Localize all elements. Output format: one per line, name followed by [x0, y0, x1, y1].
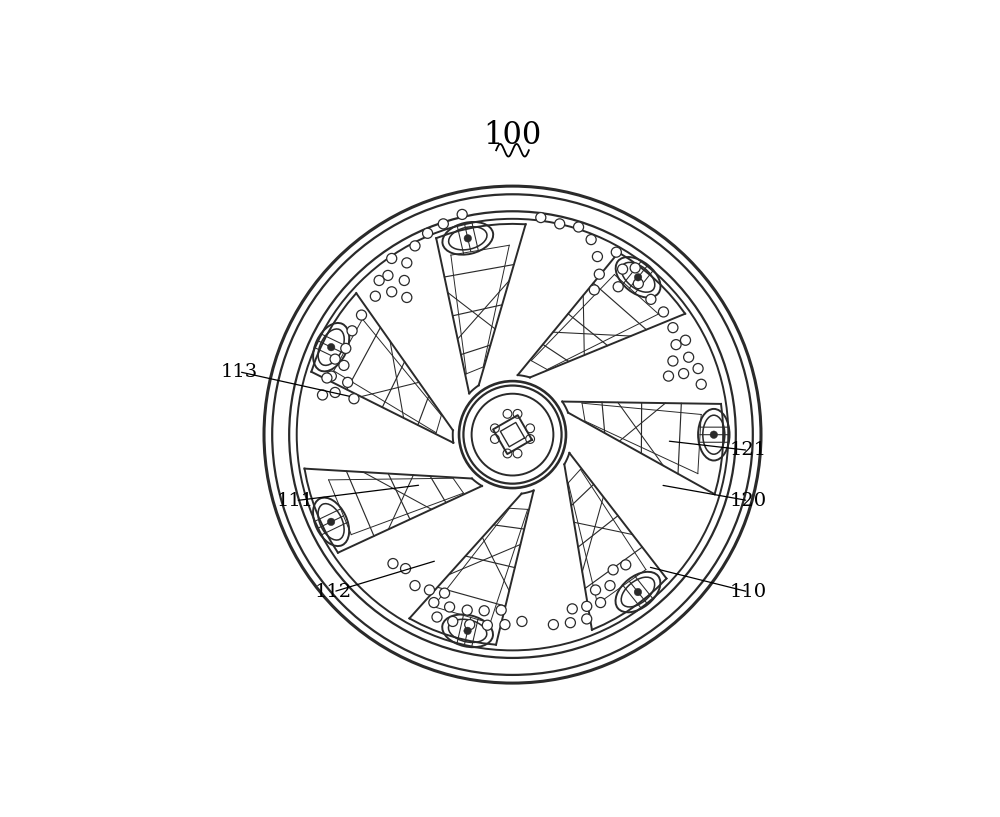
Circle shape [482, 620, 492, 630]
Circle shape [589, 285, 599, 295]
Circle shape [356, 310, 367, 320]
Text: 110: 110 [730, 583, 767, 600]
Circle shape [457, 209, 467, 220]
Circle shape [567, 604, 577, 614]
Circle shape [383, 270, 393, 280]
Circle shape [341, 343, 351, 354]
Circle shape [555, 219, 565, 229]
Circle shape [432, 612, 442, 622]
Circle shape [591, 585, 601, 595]
Circle shape [399, 275, 409, 285]
Circle shape [684, 352, 694, 362]
Circle shape [387, 253, 397, 264]
Circle shape [646, 294, 656, 305]
Circle shape [387, 287, 397, 297]
Circle shape [613, 282, 623, 292]
Text: 121: 121 [730, 441, 767, 459]
Circle shape [680, 335, 691, 346]
Circle shape [611, 247, 621, 257]
Circle shape [526, 424, 535, 433]
Circle shape [679, 368, 689, 378]
Text: 112: 112 [315, 583, 352, 600]
Circle shape [388, 559, 398, 569]
Circle shape [374, 275, 384, 285]
Circle shape [370, 291, 380, 301]
Circle shape [536, 212, 546, 222]
Circle shape [621, 560, 631, 570]
Text: 100: 100 [483, 120, 542, 151]
Text: 111: 111 [277, 492, 314, 510]
Circle shape [608, 565, 618, 575]
Circle shape [634, 588, 642, 596]
Circle shape [565, 618, 575, 627]
Circle shape [633, 279, 643, 288]
Circle shape [513, 449, 522, 458]
Circle shape [496, 605, 506, 615]
Circle shape [513, 409, 522, 418]
Circle shape [322, 373, 332, 383]
Circle shape [327, 343, 335, 351]
Circle shape [526, 435, 535, 444]
Circle shape [339, 360, 349, 370]
Circle shape [429, 597, 439, 608]
Circle shape [630, 263, 640, 273]
Circle shape [479, 605, 489, 616]
Circle shape [424, 585, 434, 595]
Circle shape [605, 581, 615, 591]
Circle shape [582, 601, 592, 611]
Circle shape [464, 627, 471, 635]
Circle shape [440, 588, 450, 598]
Circle shape [548, 619, 558, 630]
Circle shape [503, 449, 512, 458]
Circle shape [438, 219, 448, 229]
Circle shape [596, 597, 606, 608]
Circle shape [343, 377, 353, 387]
Circle shape [582, 614, 592, 624]
Circle shape [317, 390, 328, 400]
Circle shape [347, 326, 357, 336]
Circle shape [349, 394, 359, 404]
Circle shape [574, 222, 584, 232]
Circle shape [490, 424, 499, 433]
Circle shape [490, 435, 499, 444]
Circle shape [503, 409, 512, 418]
Circle shape [634, 274, 642, 281]
Circle shape [668, 356, 678, 366]
Circle shape [668, 323, 678, 333]
Circle shape [592, 252, 602, 261]
Circle shape [462, 605, 472, 615]
Circle shape [448, 616, 458, 627]
Circle shape [330, 387, 340, 398]
Circle shape [330, 354, 340, 364]
Circle shape [594, 269, 604, 279]
Circle shape [402, 292, 412, 302]
Circle shape [618, 264, 628, 275]
Circle shape [710, 431, 718, 439]
Circle shape [465, 619, 475, 630]
Circle shape [663, 371, 674, 381]
Circle shape [410, 581, 420, 591]
Circle shape [401, 564, 411, 574]
Text: 113: 113 [220, 363, 257, 381]
Circle shape [464, 234, 472, 242]
Circle shape [586, 234, 596, 244]
Circle shape [658, 307, 669, 317]
Circle shape [445, 602, 455, 612]
Circle shape [500, 619, 510, 630]
Circle shape [693, 364, 703, 373]
Circle shape [517, 616, 527, 627]
Circle shape [402, 258, 412, 268]
Circle shape [696, 379, 706, 390]
Circle shape [326, 371, 336, 381]
Circle shape [410, 241, 420, 251]
Circle shape [423, 228, 433, 239]
Circle shape [327, 518, 335, 525]
Circle shape [671, 340, 681, 350]
Text: 120: 120 [730, 492, 767, 510]
